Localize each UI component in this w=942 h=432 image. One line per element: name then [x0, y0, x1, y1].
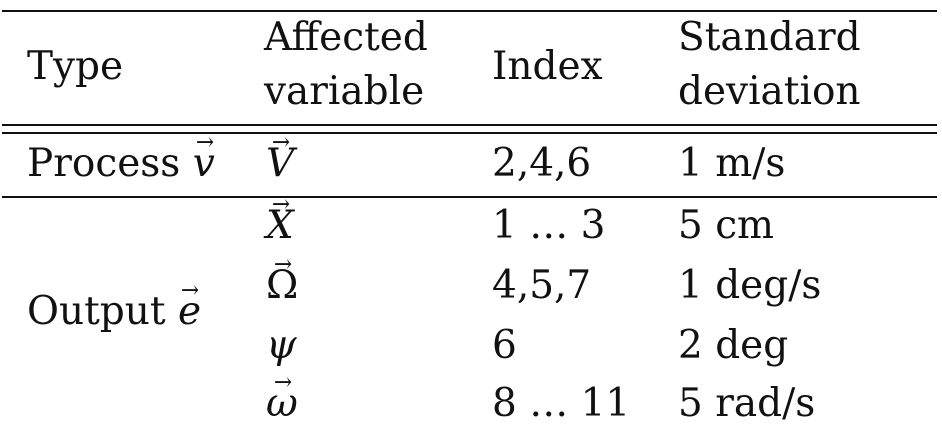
process-variable-cell: V [266, 142, 294, 186]
process-variable-symbol: V [266, 142, 294, 186]
header-double-rule-bottom [2, 132, 937, 134]
output-row-variable: ψ [266, 324, 297, 368]
header-index: Index [492, 44, 603, 89]
output-row-index: 1 … 3 [492, 203, 606, 248]
process-vector-symbol: v [193, 142, 215, 186]
process-std: 1 m/s [678, 141, 786, 186]
output-row-std: 2 deg [678, 323, 789, 368]
process-index: 2,4,6 [492, 141, 592, 186]
output-variable-symbol-x: X [266, 204, 294, 248]
header-std-line2: deviation [678, 69, 861, 114]
output-row-index: 8 … 11 [492, 381, 631, 426]
output-row-std: 1 deg/s [678, 263, 822, 308]
output-type-label: Output [27, 289, 166, 334]
output-variable-symbol-omega-lower: ω [266, 382, 298, 426]
output-row-index: 6 [492, 323, 517, 368]
output-row-std: 5 cm [678, 203, 775, 248]
output-type-cell: Output e [27, 290, 201, 334]
output-variable-symbol-omega-upper: Ω [266, 264, 298, 308]
header-std-line1: Standard [678, 15, 861, 60]
output-row-index: 4,5,7 [492, 263, 592, 308]
process-rule [2, 196, 937, 198]
header-type: Type [27, 44, 124, 89]
header-affected-line2: variable [264, 69, 425, 114]
process-type-cell: Process v [27, 142, 215, 186]
output-row-variable: Ω [266, 264, 298, 308]
output-variable-symbol-psi: ψ [266, 323, 297, 368]
top-rule [2, 10, 937, 12]
output-row-variable: X [266, 204, 294, 248]
header-double-rule-top [2, 124, 937, 126]
header-affected-line1: Affected [264, 15, 428, 60]
output-vector-symbol: e [178, 290, 201, 334]
output-row-std: 5 rad/s [678, 381, 816, 426]
process-type-label: Process [27, 141, 181, 186]
output-row-variable: ω [266, 382, 298, 426]
